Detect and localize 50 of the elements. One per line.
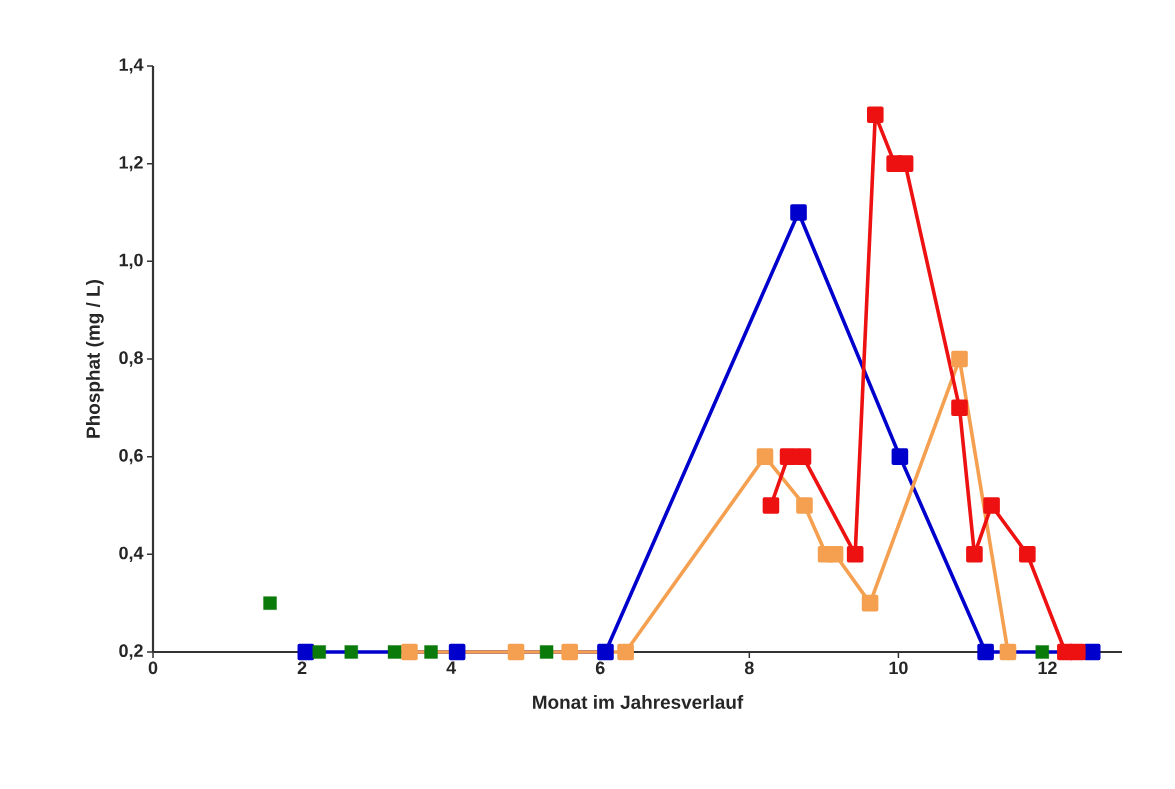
x-tick-label: 10: [889, 661, 908, 675]
x-tick-label: 6: [595, 661, 605, 675]
point: [344, 645, 358, 659]
point: [951, 350, 968, 368]
y-tick-label: 0,6: [119, 448, 143, 465]
point: [1019, 546, 1036, 563]
point: [539, 645, 554, 659]
y-tick-label: 1,2: [119, 155, 143, 172]
x-tick-label: 2: [297, 661, 307, 675]
point: [983, 497, 1000, 514]
point: [424, 645, 438, 659]
y-tick-label: 1,4: [119, 58, 144, 74]
point: [796, 497, 813, 514]
point: [507, 643, 525, 661]
y-tick-label: 0,8: [119, 351, 143, 367]
y-tick-label: 0,2: [119, 644, 143, 660]
point: [1083, 643, 1101, 661]
point: [1035, 645, 1049, 659]
x-tick-label: 8: [744, 661, 754, 675]
point: [401, 643, 418, 661]
point: [756, 448, 774, 465]
x-tick-label: 12: [1038, 661, 1057, 675]
point: [891, 448, 909, 465]
point: [387, 645, 402, 659]
point: [951, 399, 968, 417]
x-axis-title: Monat im Jahresverlauf: [533, 695, 744, 709]
point: [762, 497, 780, 514]
point: [597, 643, 614, 661]
point: [1068, 643, 1086, 661]
point: [790, 204, 807, 221]
point: [896, 155, 914, 172]
point: [561, 643, 578, 661]
point: [861, 594, 879, 612]
y-tick-label: 1,0: [119, 253, 143, 269]
y-tick-label: 0,4: [119, 546, 144, 562]
point: [966, 546, 983, 563]
point: [779, 448, 797, 465]
point: [999, 643, 1017, 661]
point: [263, 596, 277, 610]
point: [866, 106, 884, 124]
point: [846, 546, 864, 563]
point: [617, 643, 634, 661]
point: [312, 645, 326, 659]
x-tick-label: 4: [446, 661, 457, 674]
x-tick-label: 0: [148, 661, 158, 675]
point: [448, 643, 466, 661]
point: [794, 448, 812, 465]
point: [826, 546, 844, 563]
y-axis-title: Phosphat (mg / L): [85, 280, 104, 438]
point: [977, 643, 994, 661]
